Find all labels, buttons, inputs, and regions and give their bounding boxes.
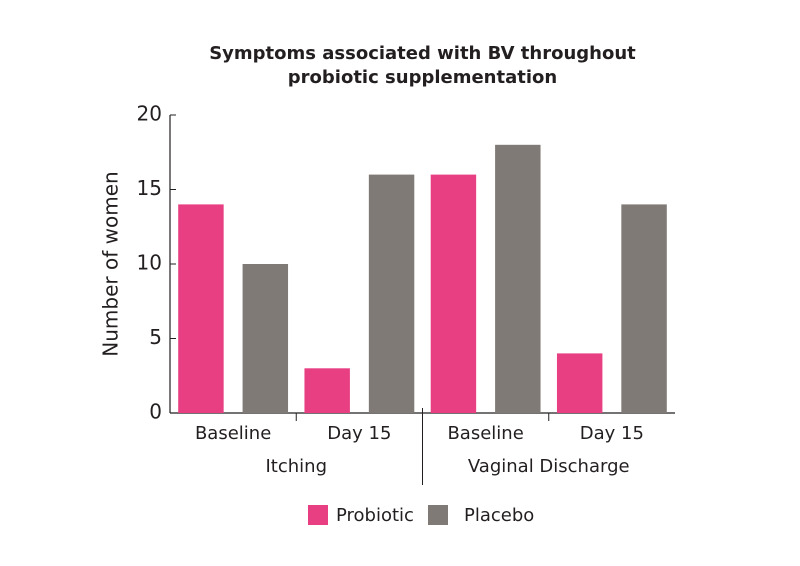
- chart-title: Symptoms associated with BV throughout p…: [209, 43, 636, 88]
- bar: [430, 174, 477, 413]
- y-tick-label: 10: [137, 251, 162, 275]
- y-tick-label: 15: [137, 176, 162, 200]
- bar: [368, 174, 415, 413]
- y-axis-label: Number of women: [99, 171, 123, 356]
- y-tick-label: 5: [149, 325, 162, 349]
- bar: [178, 204, 224, 413]
- group-label: Vaginal Discharge: [468, 456, 630, 477]
- bar: [242, 264, 289, 413]
- bar: [304, 368, 350, 413]
- x-tick-label: Baseline: [447, 423, 523, 444]
- y-tick-label: 20: [137, 102, 162, 126]
- legend-label: Probiotic: [336, 505, 414, 526]
- y-tick-label: 0: [149, 400, 162, 424]
- bar: [495, 144, 541, 414]
- bar: [556, 353, 603, 413]
- x-tick-label: Day 15: [327, 423, 391, 444]
- legend-swatch: [428, 505, 448, 525]
- x-tick-label: Baseline: [195, 423, 271, 444]
- legend-swatch: [308, 505, 328, 525]
- legend-label: Placebo: [464, 505, 534, 526]
- x-tick-label: Day 15: [580, 423, 644, 444]
- bar: [621, 204, 667, 413]
- group-label: Itching: [265, 456, 327, 477]
